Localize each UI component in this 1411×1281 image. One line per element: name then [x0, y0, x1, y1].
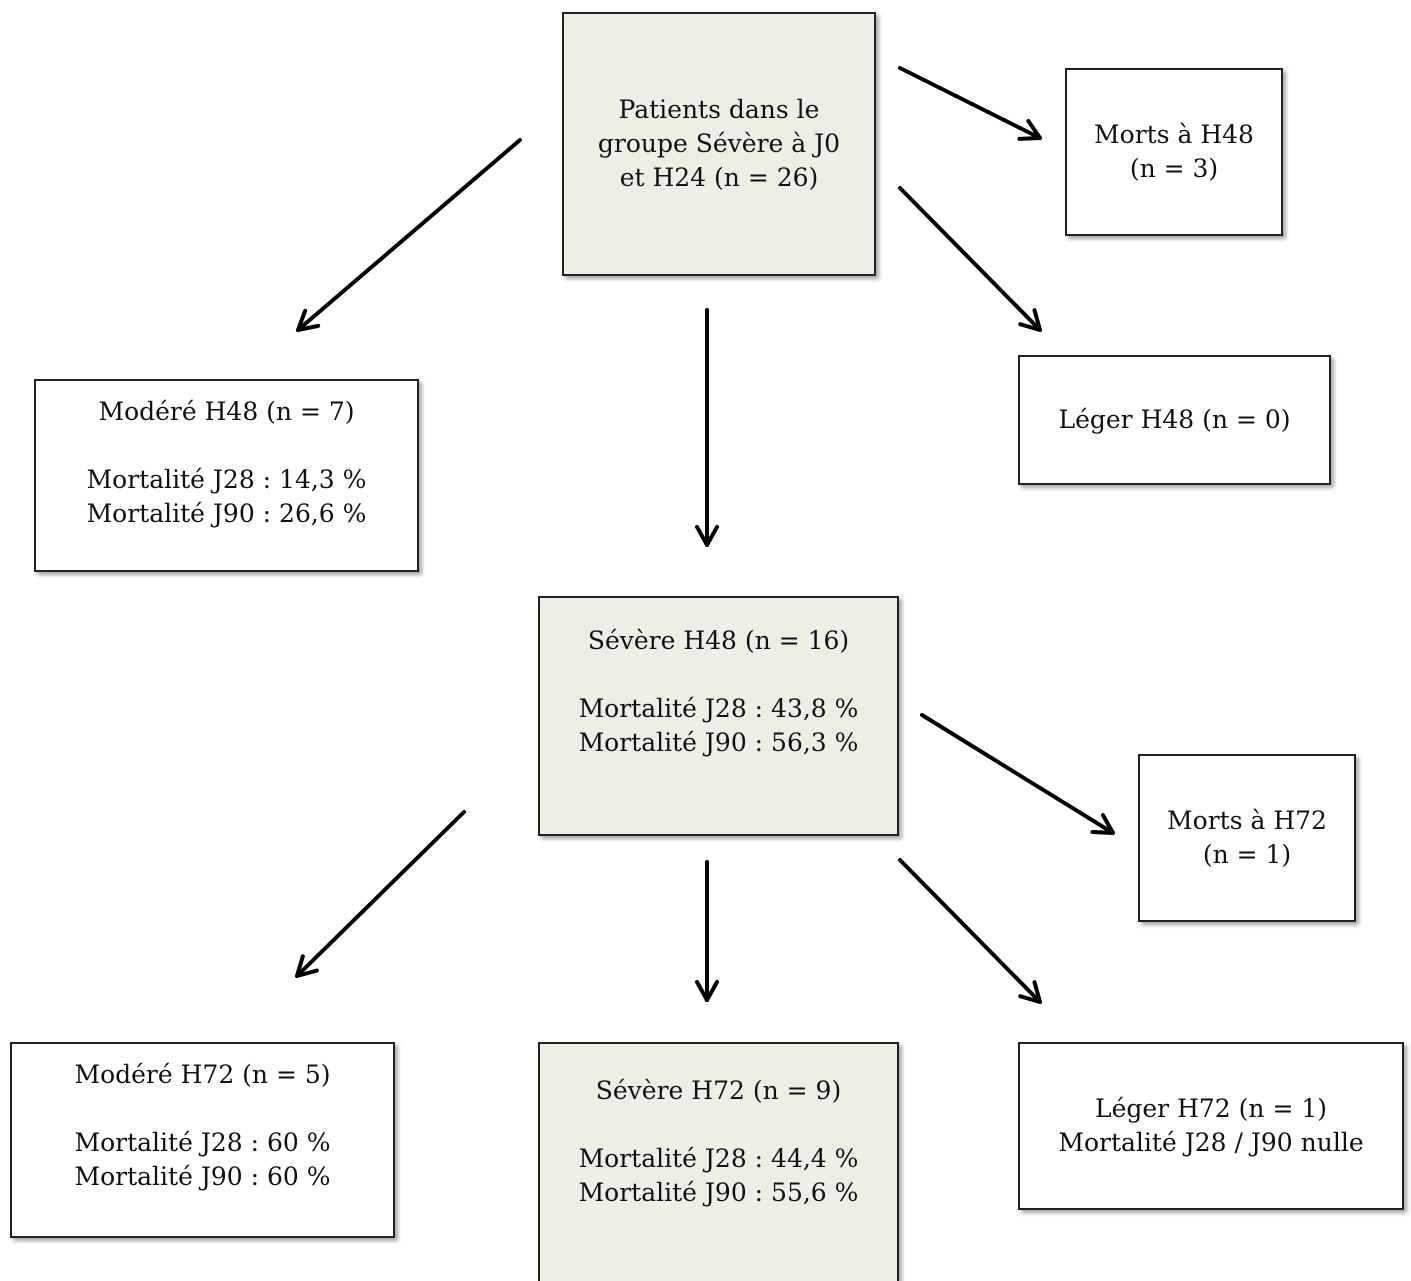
node-root-line-2: groupe Sévère à J0 [597, 129, 841, 158]
arrow-severe-h48-to-modere-h72 [295, 810, 466, 978]
node-severe-h48: Sévère H48 (n = 16) Mortalité J28 : 43,8… [538, 596, 899, 836]
node-morts-h48: Morts à H48 (n = 3) [1065, 68, 1283, 236]
node-severe-h48-title: Sévère H48 (n = 16) [587, 626, 850, 655]
node-root-line-3: et H24 (n = 26) [619, 163, 819, 192]
node-severe-h72: Sévère H72 (n = 9) Mortalité J28 : 44,4 … [538, 1042, 899, 1281]
arrow-root-to-leger-h48 [898, 186, 1042, 332]
node-morts-h72-line-2: (n = 1) [1202, 840, 1292, 869]
node-modere-h72-mortality-j90: Mortalité J90 : 60 % [74, 1162, 331, 1191]
arrow-root-to-morts-h48 [898, 66, 1042, 141]
node-modere-h48: Modéré H48 (n = 7) Mortalité J28 : 14,3 … [34, 379, 419, 572]
node-modere-h48-mortality-j90: Mortalité J90 : 26,6 % [86, 499, 367, 528]
node-modere-h48-mortality-j28: Mortalité J28 : 14,3 % [86, 465, 367, 494]
arrow-root-to-modere-h48 [296, 138, 522, 332]
node-morts-h72-line-1: Morts à H72 [1167, 806, 1327, 835]
node-severe-h72-mortality-j90: Mortalité J90 : 55,6 % [578, 1178, 859, 1207]
node-severe-h48-mortality-j90: Mortalité J90 : 56,3 % [578, 728, 859, 757]
node-modere-h48-title: Modéré H48 (n = 7) [98, 397, 355, 426]
node-root-line-1: Patients dans le [618, 95, 820, 124]
node-leger-h48: Léger H48 (n = 0) [1018, 355, 1331, 485]
node-modere-h72: Modéré H72 (n = 5) Mortalité J28 : 60 % … [10, 1042, 395, 1238]
arrow-severe-h48-to-leger-h72 [898, 858, 1042, 1004]
node-morts-h72: Morts à H72 (n = 1) [1138, 754, 1356, 922]
node-leger-h72: Léger H72 (n = 1) Mortalité J28 / J90 nu… [1018, 1042, 1404, 1210]
node-modere-h72-title: Modéré H72 (n = 5) [74, 1060, 331, 1089]
node-root: Patients dans le groupe Sévère à J0 et H… [562, 12, 876, 276]
node-severe-h72-title: Sévère H72 (n = 9) [595, 1076, 842, 1105]
node-leger-h72-line-2: Mortalité J28 / J90 nulle [1058, 1128, 1364, 1157]
node-morts-h48-line-1: Morts à H48 [1094, 120, 1254, 149]
node-leger-h72-line-1: Léger H72 (n = 1) [1094, 1094, 1327, 1123]
arrow-severe-h48-to-morts-h72 [920, 713, 1115, 835]
node-morts-h48-line-2: (n = 3) [1129, 154, 1219, 183]
node-modere-h72-mortality-j28: Mortalité J28 : 60 % [74, 1128, 331, 1157]
node-severe-h48-mortality-j28: Mortalité J28 : 43,8 % [578, 694, 859, 723]
node-severe-h72-mortality-j28: Mortalité J28 : 44,4 % [578, 1144, 859, 1173]
node-leger-h48-title: Léger H48 (n = 0) [1058, 405, 1291, 434]
